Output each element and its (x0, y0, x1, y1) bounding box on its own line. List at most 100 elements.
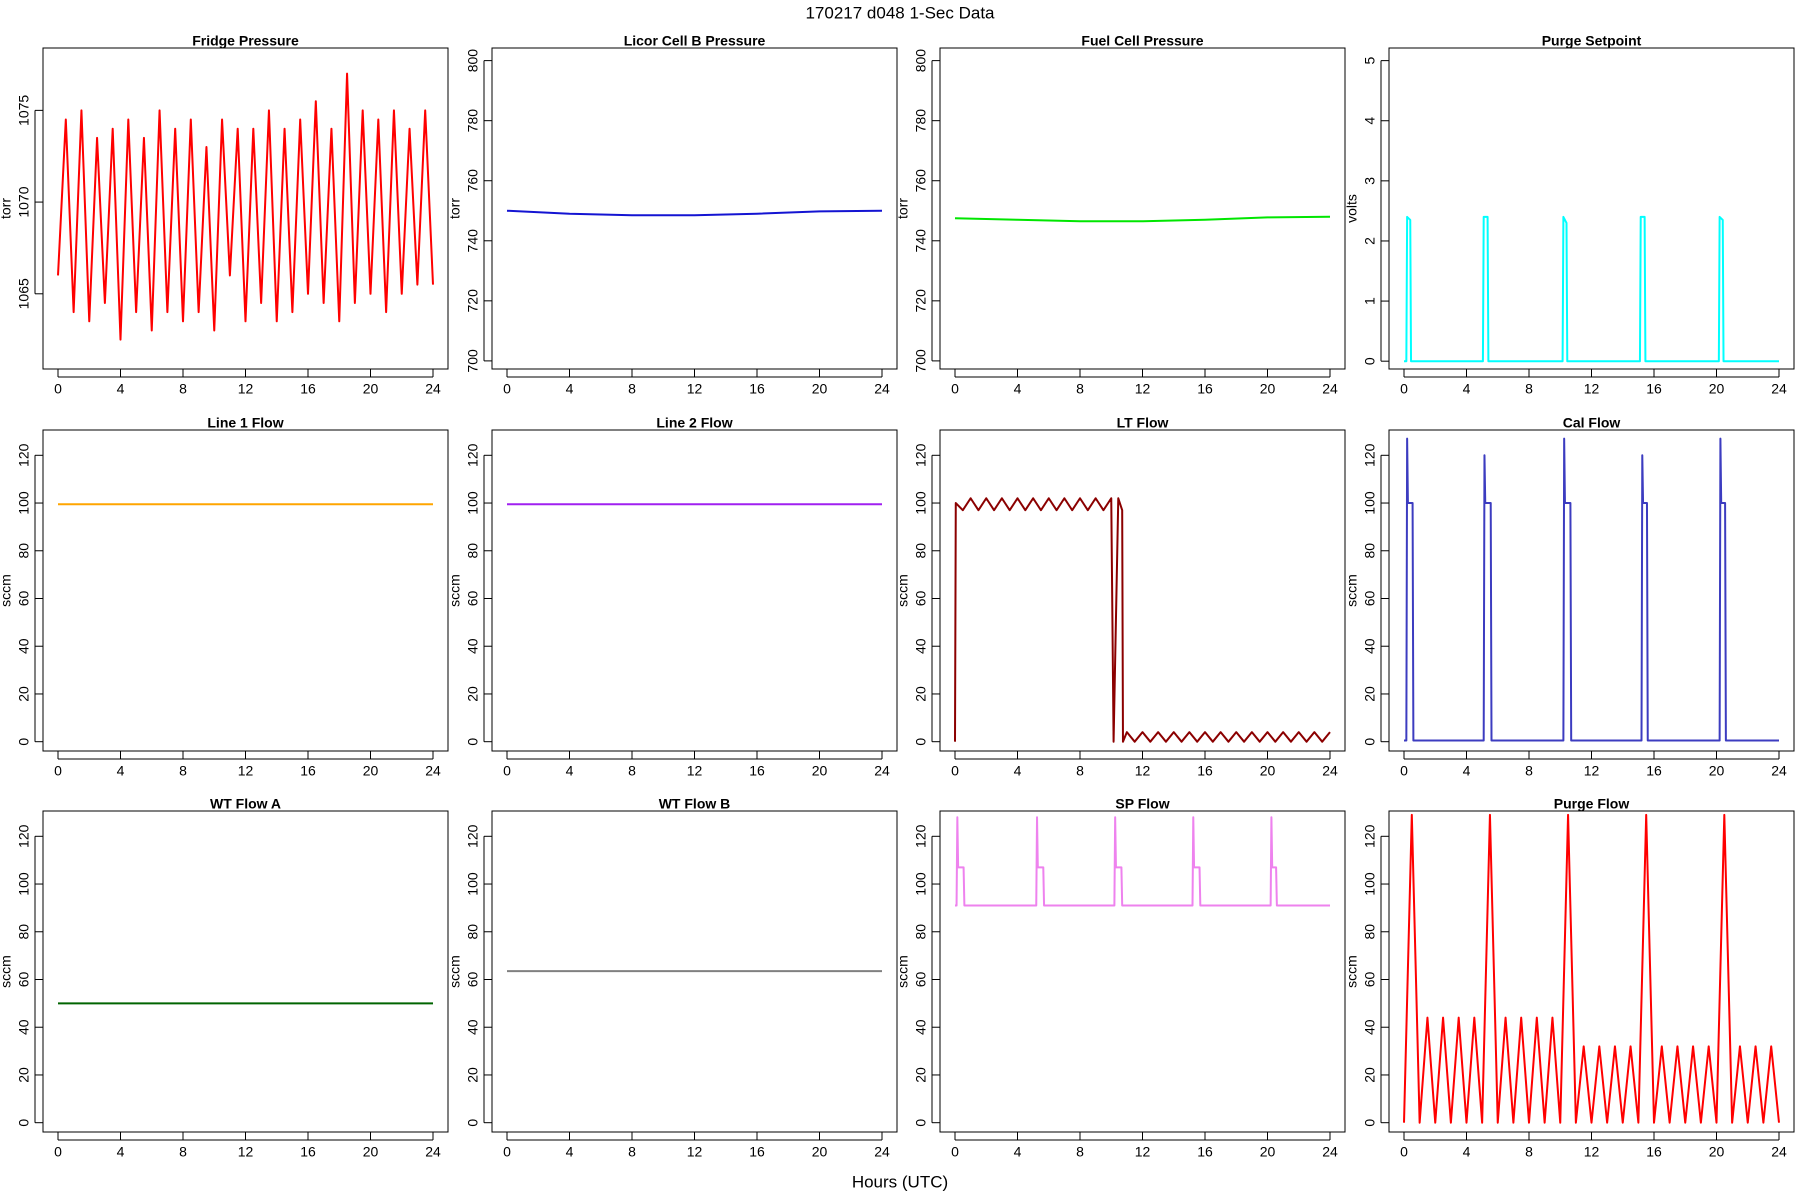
y-tick-label: 120 (1362, 824, 1378, 848)
x-tick-label: 12 (687, 1144, 703, 1160)
x-tick-label: 24 (1771, 763, 1787, 779)
panel: SP Flow sccm 0 4 8 12 16 20 24 0 20 40 60 80 100 120 (895, 796, 1346, 1160)
y-tick-label: 20 (16, 686, 32, 702)
x-tick-label: 4 (566, 381, 574, 397)
y-tick-label: 20 (16, 1067, 32, 1083)
y-tick-label: 4 (1362, 117, 1378, 125)
x-tick-label: 4 (117, 1144, 125, 1160)
panel: WT Flow A sccm 0 4 8 12 16 20 24 0 20 40 60 80 100 120 (0, 796, 449, 1160)
plot-frame (491, 810, 898, 1133)
y-tick-label: 100 (1362, 872, 1378, 896)
x-tick-label: 8 (1525, 381, 1533, 397)
y-tick-label: 0 (1362, 738, 1378, 746)
x-tick-label: 12 (1135, 763, 1151, 779)
x-tick-label: 12 (687, 381, 703, 397)
panel: Fuel Cell Pressure torr 0 4 8 12 16 20 24 700 720 7… (895, 33, 1346, 397)
x-tick-label: 24 (1322, 763, 1338, 779)
x-tick-label: 8 (1076, 763, 1084, 779)
x-tick-label: 16 (300, 763, 316, 779)
x-tick-label: 20 (363, 763, 379, 779)
x-tick-label: 8 (1076, 1144, 1084, 1160)
x-tick-label: 0 (503, 763, 511, 779)
y-tick-label: 20 (465, 686, 481, 702)
y-tick-label: 100 (16, 491, 32, 515)
plot-frame (491, 47, 898, 370)
y-tick-label: 40 (1362, 1019, 1378, 1035)
x-tick-label: 0 (1400, 381, 1408, 397)
y-tick-label: 740 (465, 229, 481, 253)
x-tick-label: 0 (1400, 1144, 1408, 1160)
y-tick-label: 760 (465, 169, 481, 193)
x-tick-label: 0 (54, 763, 62, 779)
x-tick-label: 4 (1463, 381, 1471, 397)
y-tick-label: 20 (913, 686, 929, 702)
y-axis-label: torr (447, 198, 463, 219)
y-axis-label: sccm (447, 574, 463, 607)
y-tick-label: 0 (1362, 357, 1378, 365)
plot-frame (939, 429, 1346, 752)
x-tick-label: 20 (1260, 1144, 1276, 1160)
y-tick-label: 100 (913, 872, 929, 896)
x-tick-label: 24 (1771, 1144, 1787, 1160)
x-tick-label: 12 (238, 763, 254, 779)
y-axis-label: torr (0, 198, 14, 219)
x-tick-label: 24 (425, 1144, 441, 1160)
y-tick-label: 80 (1362, 543, 1378, 559)
x-tick-label: 16 (300, 1144, 316, 1160)
x-tick-label: 4 (1014, 763, 1022, 779)
x-tick-label: 4 (566, 763, 574, 779)
x-tick-label: 8 (179, 763, 187, 779)
y-tick-label: 780 (465, 109, 481, 133)
y-tick-label: 100 (465, 491, 481, 515)
y-tick-label: 20 (1362, 686, 1378, 702)
x-tick-label: 8 (1076, 381, 1084, 397)
data-line (955, 816, 1330, 907)
panel: Fridge Pressure torr 0 4 8 12 16 20 24 1065 1070 10… (0, 33, 449, 397)
y-tick-label: 0 (913, 1119, 929, 1127)
plot-frame (42, 810, 449, 1133)
x-tick-label: 20 (1260, 381, 1276, 397)
data-line (1403, 813, 1780, 1124)
y-tick-label: 40 (913, 1019, 929, 1035)
x-tick-label: 12 (687, 763, 703, 779)
y-tick-label: 100 (465, 872, 481, 896)
x-tick-label: 12 (1584, 1144, 1600, 1160)
x-tick-label: 4 (566, 1144, 574, 1160)
x-tick-label: 4 (1463, 1144, 1471, 1160)
x-tick-label: 16 (1197, 763, 1213, 779)
x-tick-label: 8 (1525, 763, 1533, 779)
y-tick-label: 100 (16, 872, 32, 896)
x-axis-label: Hours (UTC) (852, 1172, 948, 1191)
panel: Line 2 Flow sccm 0 4 8 12 16 20 24 0 20 40 60 80 100 12… (447, 415, 898, 779)
x-tick-label: 0 (503, 1144, 511, 1160)
x-tick-label: 8 (628, 763, 636, 779)
x-tick-label: 20 (1709, 1144, 1725, 1160)
y-axis-label: sccm (0, 955, 14, 988)
y-tick-label: 5 (1362, 57, 1378, 65)
y-tick-label: 60 (465, 590, 481, 606)
x-tick-label: 12 (238, 381, 254, 397)
y-tick-label: 60 (465, 971, 481, 987)
plot-frame (491, 429, 898, 752)
x-tick-label: 12 (1584, 381, 1600, 397)
y-tick-label: 120 (465, 443, 481, 467)
y-tick-label: 0 (16, 738, 32, 746)
y-tick-label: 80 (16, 543, 32, 559)
panel-title: Purge Flow (1554, 796, 1630, 812)
panel: Cal Flow sccm 0 4 8 12 16 20 24 0 20 40 60 80 100 120 (1344, 415, 1795, 779)
x-tick-label: 24 (1322, 1144, 1338, 1160)
panel-title: Fridge Pressure (192, 33, 299, 49)
plot-frame (939, 810, 1346, 1133)
figure-title: 170217 d048 1-Sec Data (805, 3, 995, 22)
x-tick-label: 20 (812, 381, 828, 397)
y-tick-label: 80 (465, 543, 481, 559)
panel-title: SP Flow (1115, 796, 1169, 812)
y-tick-label: 100 (913, 491, 929, 515)
y-tick-label: 60 (16, 971, 32, 987)
x-tick-label: 24 (874, 763, 890, 779)
x-tick-label: 20 (363, 1144, 379, 1160)
y-tick-label: 120 (913, 443, 929, 467)
x-tick-label: 20 (1709, 763, 1725, 779)
plot-frame (939, 47, 1346, 370)
